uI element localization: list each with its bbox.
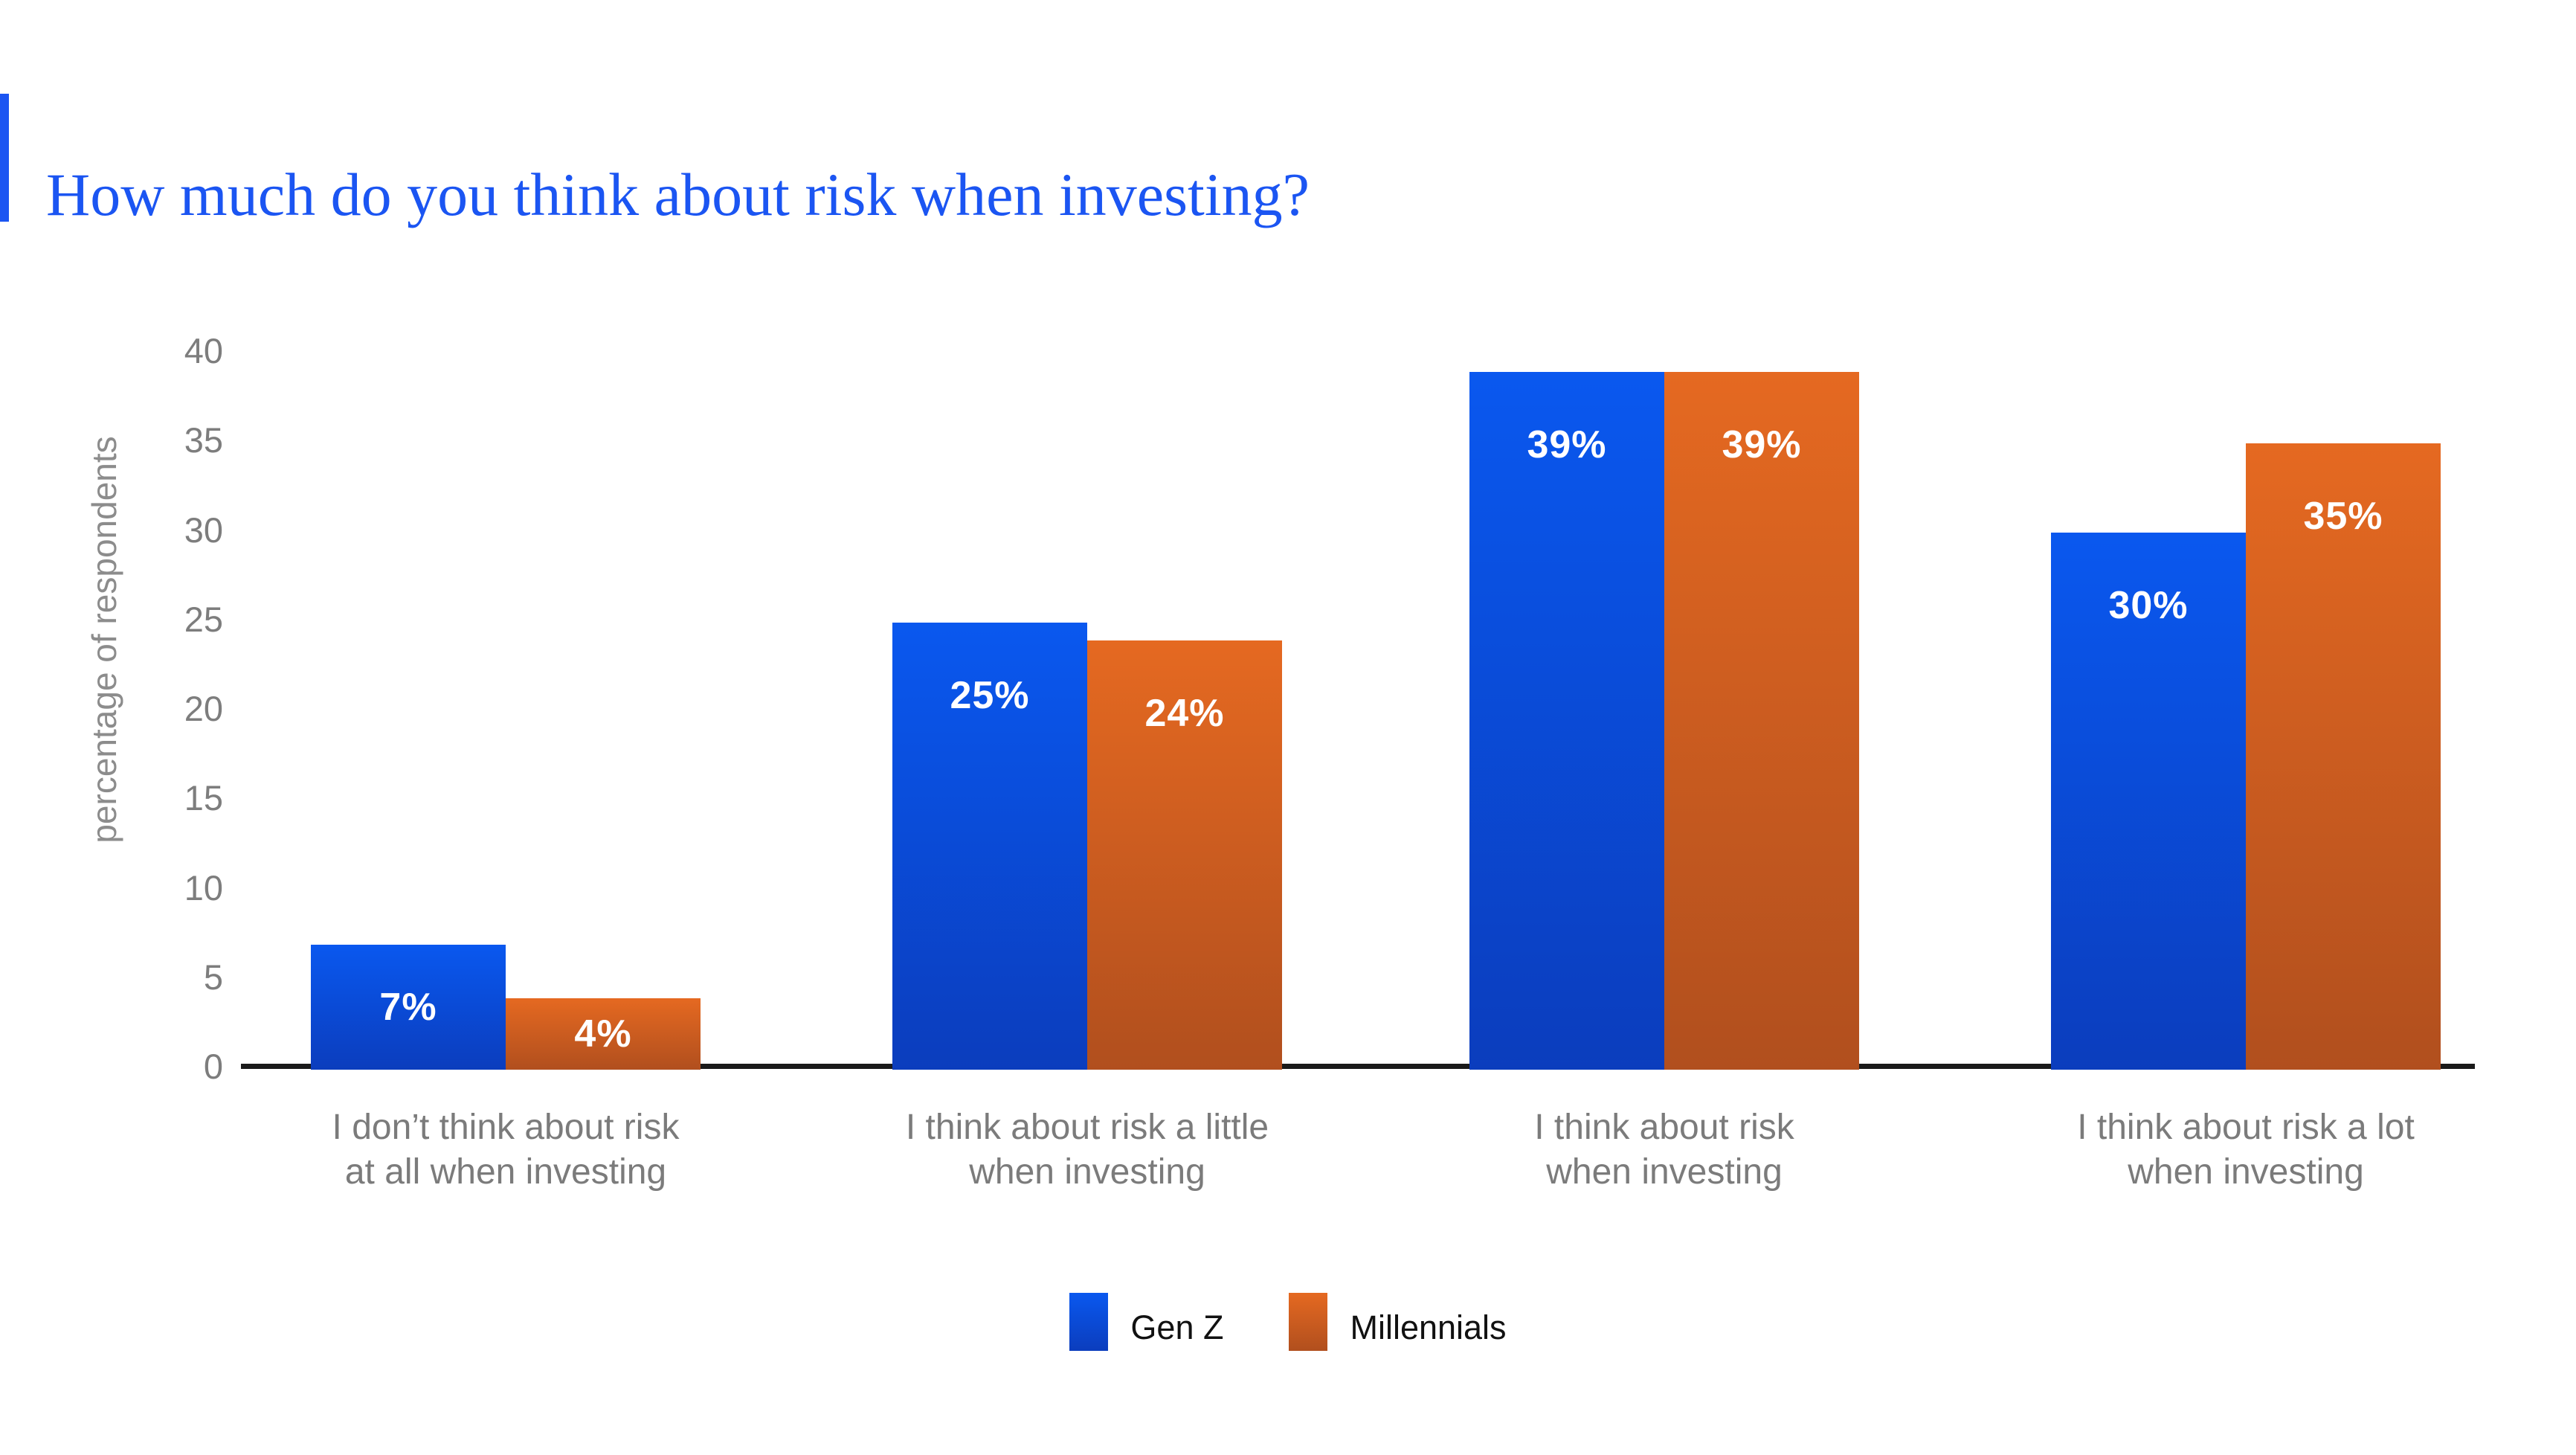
category-label-line: I think about risk a little: [905, 1108, 1269, 1147]
legend: Gen Z Millennials: [0, 1293, 2576, 1351]
bar-value-label: 39%: [1722, 423, 1802, 466]
y-tick-label: 35: [184, 420, 223, 460]
category-label-2: I think about risk a little when investin…: [775, 1105, 1400, 1195]
category-label-4: I think about risk a lot when investing: [1933, 1105, 2558, 1195]
y-tick-label: 30: [184, 510, 223, 550]
y-tick-label: 40: [184, 331, 223, 370]
bar-gen-z-4: 30%: [2051, 533, 2246, 1070]
bar-value-label: 30%: [2108, 584, 2189, 627]
plot-area: 7% 4% 25% 24% 39% 39% 30% 35%: [241, 351, 2475, 1070]
category-label-line: I think about risk a lot: [2077, 1108, 2415, 1147]
legend-label: Millennials: [1350, 1308, 1507, 1346]
bar-value-label: 7%: [379, 986, 437, 1029]
category-label-line: when investing: [969, 1152, 1205, 1192]
bar-gen-z-2: 25%: [892, 623, 1087, 1070]
category-label-3: I think about risk when investing: [1352, 1105, 1977, 1195]
legend-label: Gen Z: [1130, 1308, 1224, 1346]
bar-value-label: 24%: [1144, 692, 1225, 735]
y-tick-label: 25: [184, 599, 223, 639]
legend-item-millennials: Millennials: [1289, 1293, 1507, 1351]
category-label-1: I don’t think about risk at all when inve…: [193, 1105, 818, 1195]
bar-value-label: 4%: [574, 1012, 632, 1056]
y-tick-label: 0: [203, 1047, 223, 1086]
title-accent-bar: [0, 94, 9, 222]
bar-millennials-4: 35%: [2246, 443, 2441, 1070]
y-tick-label: 20: [184, 689, 223, 728]
x-axis-line: [241, 1064, 2475, 1069]
category-label-line: when investing: [2128, 1152, 2364, 1192]
bar-value-label: 25%: [950, 674, 1030, 717]
y-tick-label: 15: [184, 778, 223, 818]
bar-millennials-2: 24%: [1087, 640, 1282, 1070]
y-tick-label: 5: [203, 957, 223, 997]
legend-item-gen-z: Gen Z: [1069, 1293, 1223, 1351]
category-label-line: I don’t think about risk: [332, 1108, 680, 1147]
category-label-line: when investing: [1546, 1152, 1783, 1192]
bar-value-label: 35%: [2303, 495, 2383, 538]
category-label-line: I think about risk: [1534, 1108, 1794, 1147]
bar-value-label: 39%: [1527, 423, 1607, 466]
bar-millennials-1: 4%: [506, 998, 701, 1070]
page-title: How much do you think about risk when in…: [46, 160, 1310, 228]
legend-swatch-icon: [1289, 1293, 1328, 1351]
category-label-line: at all when investing: [344, 1152, 667, 1192]
bar-gen-z-3: 39%: [1469, 372, 1664, 1070]
legend-swatch-icon: [1069, 1293, 1109, 1351]
y-tick-label: 10: [184, 867, 223, 908]
bar-millennials-3: 39%: [1664, 372, 1859, 1070]
bar-gen-z-1: 7%: [311, 945, 506, 1070]
